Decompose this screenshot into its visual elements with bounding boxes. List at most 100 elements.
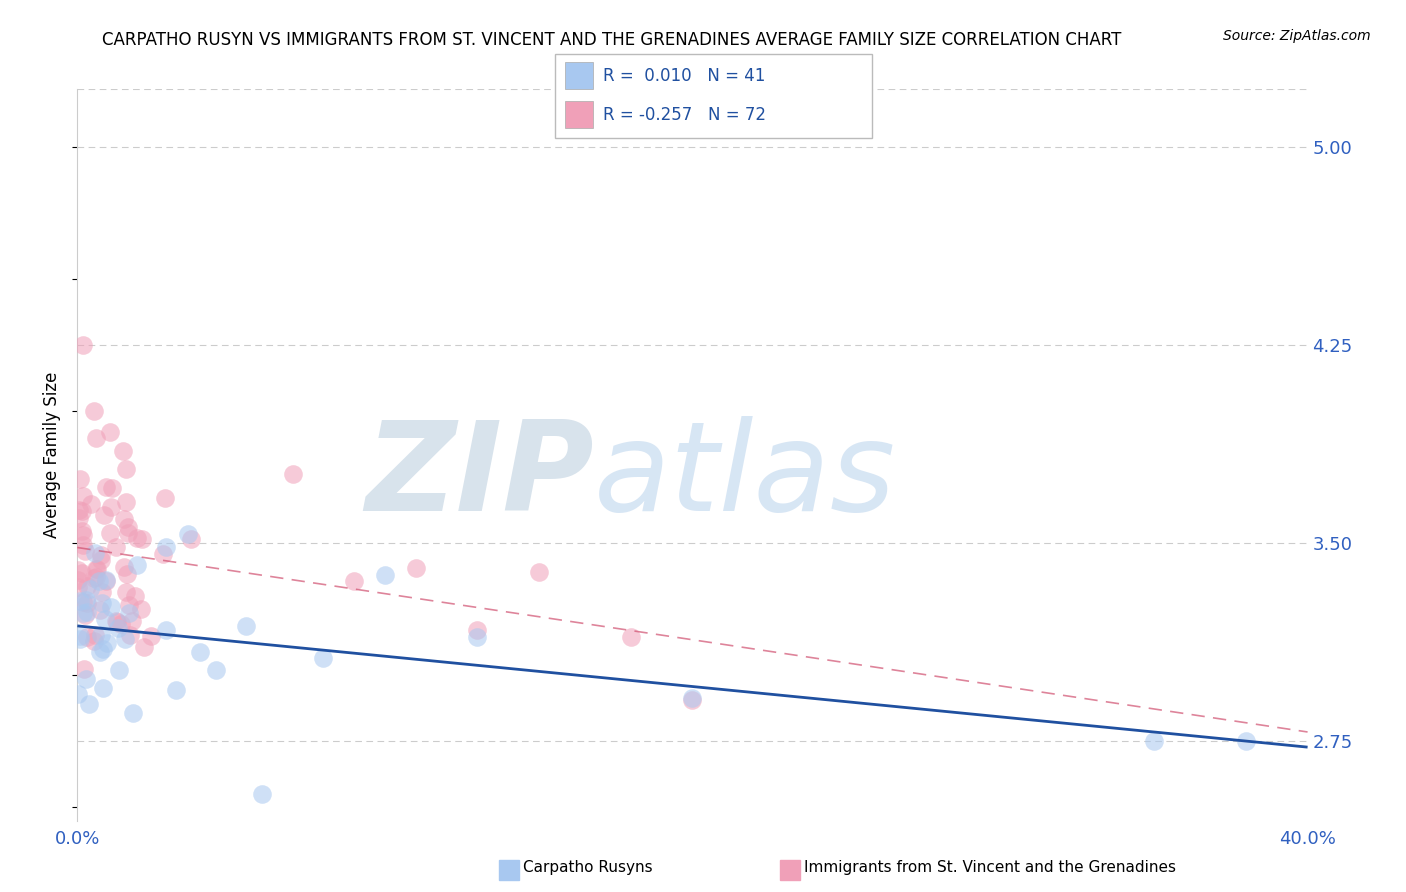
Point (115, 567, 138, 582)
Point (66, 580, 89, 594)
Point (80, 498, 103, 512)
Point (405, 561, 427, 575)
Point (115, 462, 138, 476)
Point (465, 630, 488, 644)
Point (84, 546, 107, 560)
FancyBboxPatch shape (565, 62, 593, 89)
Point (83, 633, 105, 648)
Point (69, 472, 91, 486)
Point (121, 614, 143, 628)
Point (72, 538, 94, 552)
Point (67, 573, 90, 587)
Point (312, 650, 335, 665)
Point (117, 520, 139, 534)
Text: R = -0.257   N = 72: R = -0.257 N = 72 (603, 105, 766, 123)
Point (96, 636, 118, 650)
Point (127, 531, 149, 545)
Point (84, 628, 107, 642)
Point (69, 629, 91, 643)
Point (153, 491, 176, 505)
Point (131, 532, 153, 546)
Point (100, 500, 122, 514)
Point (100, 600, 122, 615)
Point (110, 616, 132, 631)
Point (70, 503, 93, 517)
Point (79, 582, 101, 597)
Point (131, 602, 153, 616)
Point (87, 574, 110, 588)
Point (124, 589, 146, 603)
Point (75, 673, 97, 687)
Point (112, 560, 135, 574)
Point (67, 511, 90, 525)
Point (93, 508, 115, 522)
Point (112, 511, 135, 525)
Point (90, 628, 112, 642)
Point (101, 481, 124, 495)
Text: Immigrants from St. Vincent and the Grenadines: Immigrants from St. Vincent and the Gren… (804, 861, 1177, 875)
Point (100, 425, 122, 439)
Point (94, 574, 117, 588)
Point (114, 632, 136, 646)
Point (73, 662, 96, 676)
Point (465, 624, 488, 638)
Point (83, 571, 105, 585)
Text: Carpatho Rusyns: Carpatho Rusyns (523, 861, 652, 875)
Point (105, 540, 128, 554)
Point (91, 681, 114, 695)
Point (115, 494, 138, 508)
Point (77, 698, 100, 712)
Point (89, 603, 111, 617)
Point (91, 596, 114, 610)
Point (188, 645, 212, 659)
Text: CARPATHO RUSYN VS IMMIGRANTS FROM ST. VINCENT AND THE GRENADINES AVERAGE FAMILY : CARPATHO RUSYN VS IMMIGRANTS FROM ST. VI… (101, 31, 1122, 49)
Point (75, 593, 97, 607)
Point (118, 598, 141, 612)
Point (281, 467, 304, 482)
Point (89, 645, 111, 659)
Point (374, 568, 396, 582)
Point (115, 585, 138, 599)
Text: Source: ZipAtlas.com: Source: ZipAtlas.com (1223, 29, 1371, 43)
Point (155, 540, 177, 554)
Point (76, 579, 98, 593)
Point (682, 693, 704, 707)
Point (177, 526, 200, 541)
Text: atlas: atlas (595, 417, 896, 537)
Point (83, 404, 105, 418)
Point (112, 444, 135, 458)
Point (120, 628, 142, 642)
Point (72, 338, 94, 352)
FancyBboxPatch shape (565, 101, 593, 128)
Point (90, 548, 112, 562)
Point (91, 641, 114, 656)
Point (127, 558, 149, 572)
Point (76, 630, 98, 644)
Point (70, 524, 93, 538)
Point (122, 706, 145, 721)
Point (134, 640, 156, 655)
Point (1234, 734, 1257, 748)
Y-axis label: Average Family Size: Average Family Size (44, 372, 62, 538)
Point (76, 597, 98, 611)
Point (67, 502, 90, 516)
Point (90, 552, 112, 566)
Point (67, 563, 90, 577)
Point (72, 606, 94, 620)
Point (75, 544, 97, 558)
Text: ZIP: ZIP (366, 417, 595, 537)
Point (117, 606, 139, 620)
Point (152, 547, 174, 561)
Point (69, 632, 91, 646)
Point (250, 787, 273, 801)
Point (100, 526, 122, 541)
Point (620, 630, 643, 644)
Point (93, 611, 115, 625)
Point (72, 489, 94, 503)
Point (180, 532, 202, 546)
Point (105, 614, 128, 628)
Point (108, 663, 131, 677)
Point (84, 431, 107, 445)
Point (72, 528, 94, 542)
Point (139, 629, 162, 643)
